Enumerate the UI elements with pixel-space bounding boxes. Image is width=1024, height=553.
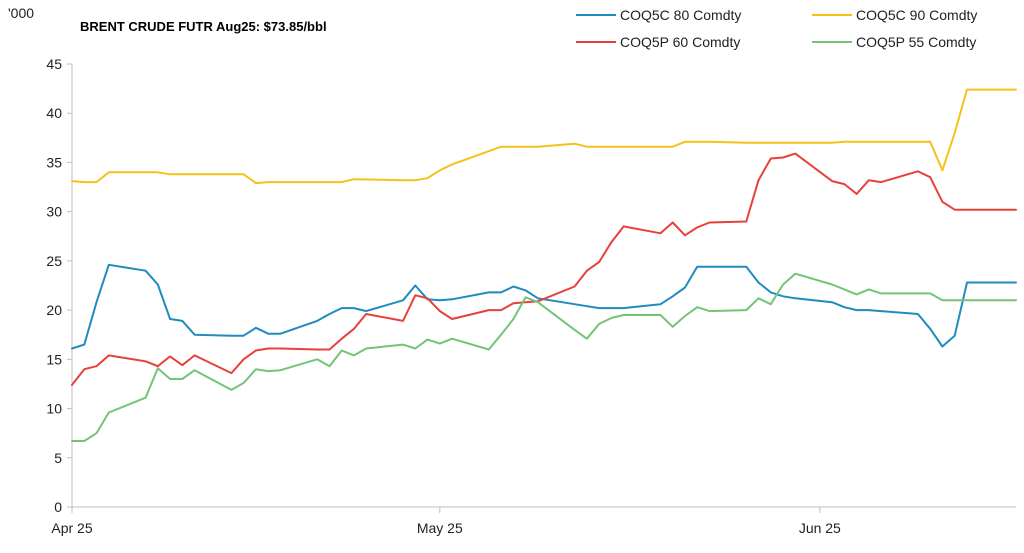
series-line-0 (71, 263, 1017, 350)
series-line-1 (71, 152, 1017, 386)
series-line-3 (71, 272, 1017, 442)
legend-label-0: COQ5C 80 Comdty (620, 7, 741, 23)
y-tick-label: 0 (54, 499, 62, 515)
y-tick-label: 30 (46, 204, 62, 220)
y-tick-label: 5 (54, 450, 62, 466)
legend-label-1: COQ5P 60 Comdty (620, 34, 740, 50)
x-tick-label: Jun 25 (799, 520, 841, 536)
chart-title: BRENT CRUDE FUTR Aug25: $73.85/bbl (80, 19, 327, 34)
legend-label-3: COQ5P 55 Comdty (856, 34, 976, 50)
plot-area (71, 88, 1017, 442)
y-tick-label: 35 (46, 154, 62, 170)
x-tick-label: Apr 25 (51, 520, 92, 536)
y-tick-label: 15 (46, 351, 62, 367)
y-tick-label: 40 (46, 105, 62, 121)
y-axis: 0 5 10 15 20 25 30 35 40 45 (46, 56, 73, 515)
legend: COQ5C 80 Comdty COQ5P 60 Comdty COQ5C 90 C… (576, 7, 977, 50)
x-axis: Apr 25 May 25 Jun 25 (51, 506, 1016, 536)
y-tick-label: 20 (46, 302, 62, 318)
series-line-2 (71, 88, 1017, 185)
legend-label-2: COQ5C 90 Comdty (856, 7, 977, 23)
x-tick-label: May 25 (417, 520, 463, 536)
y-unit-label: '000 (8, 5, 34, 21)
y-tick-label: 25 (46, 253, 62, 269)
y-tick-label: 45 (46, 56, 62, 72)
y-tick-label: 10 (46, 401, 62, 417)
